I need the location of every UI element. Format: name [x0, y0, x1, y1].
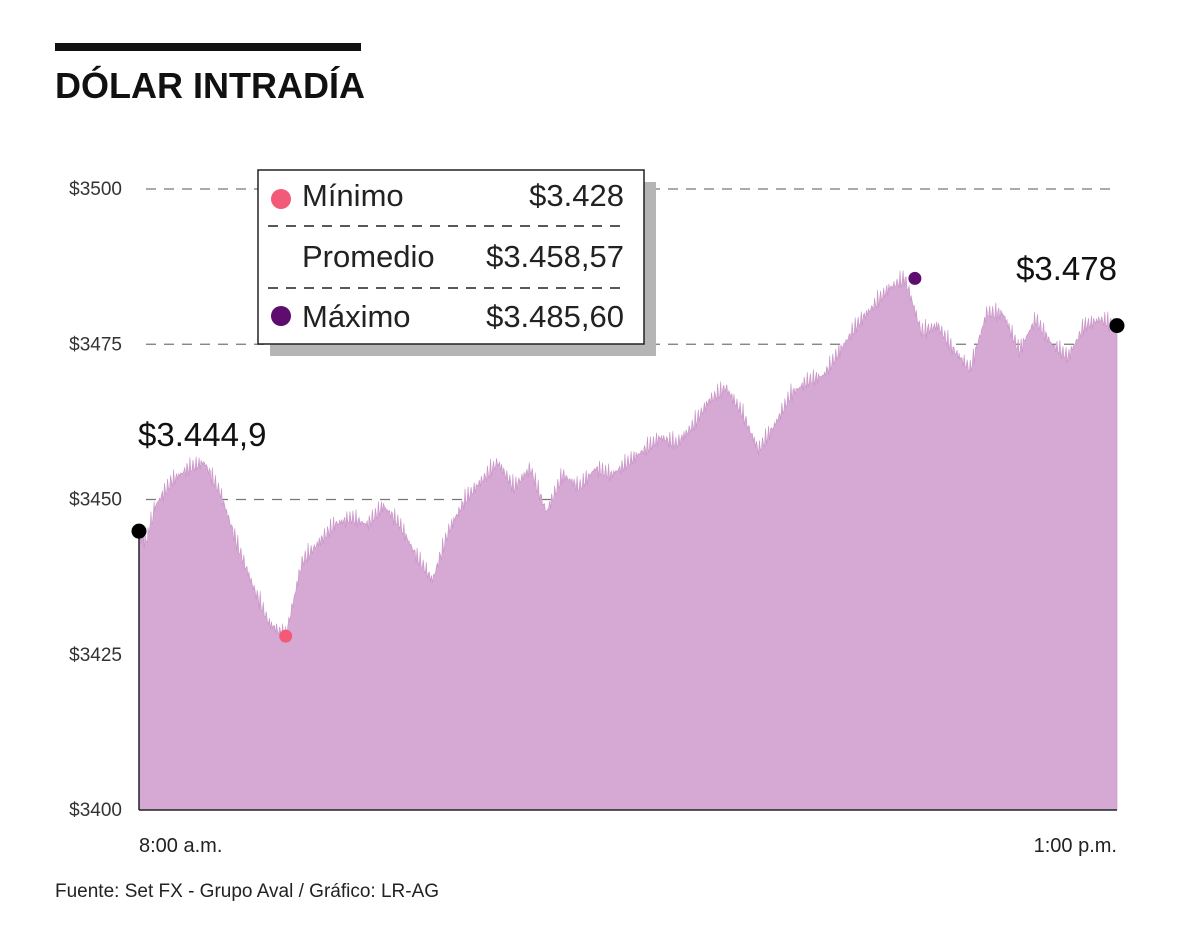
legend-min-label: Mínimo [302, 178, 404, 213]
title-bar [55, 43, 361, 51]
legend-box [257, 169, 645, 345]
markers [131, 271, 1125, 643]
y-tick-label: $3475 [69, 334, 122, 355]
open-point [131, 523, 147, 539]
legend-max-value: $3.485,60 [486, 299, 624, 334]
legend-max-marker [271, 306, 291, 326]
y-tick-label: $3450 [69, 490, 122, 511]
legend-avg-value: $3.458,57 [486, 239, 624, 274]
y-tick-label: $3400 [69, 800, 122, 821]
close-point [1109, 318, 1125, 334]
series-area [138, 270, 1118, 811]
area-series-dolar [138, 270, 1118, 811]
max-point [908, 271, 922, 285]
open-value-label: $3.444,9 [138, 416, 266, 453]
y-tick-label: $3425 [69, 645, 122, 666]
legend-min-marker [271, 189, 291, 209]
x-tick-label: 1:00 p.m. [1034, 835, 1117, 857]
close-value-label: $3.478 [1016, 250, 1117, 287]
axes [138, 529, 1117, 811]
x-tick-label: 8:00 a.m. [139, 835, 222, 857]
x-axis-ticks: 8:00 a.m. 1:00 p.m. [139, 835, 1117, 857]
min-point [279, 629, 293, 643]
legend-max-label: Máximo [302, 299, 411, 334]
y-tick-label: $3500 [69, 179, 122, 200]
legend-avg-label: Promedio [302, 239, 435, 274]
y-axis-ticks: $3500 $3475 $3450 $3425 $3400 [69, 179, 122, 821]
legend-min-value: $3.428 [529, 178, 624, 213]
legend: Mínimo $3.428 Promedio $3.458,57 Máximo … [257, 169, 656, 356]
source-note: Fuente: Set FX - Grupo Aval / Gráfico: L… [55, 881, 439, 902]
chart-title: DÓLAR INTRADÍA [55, 64, 365, 106]
